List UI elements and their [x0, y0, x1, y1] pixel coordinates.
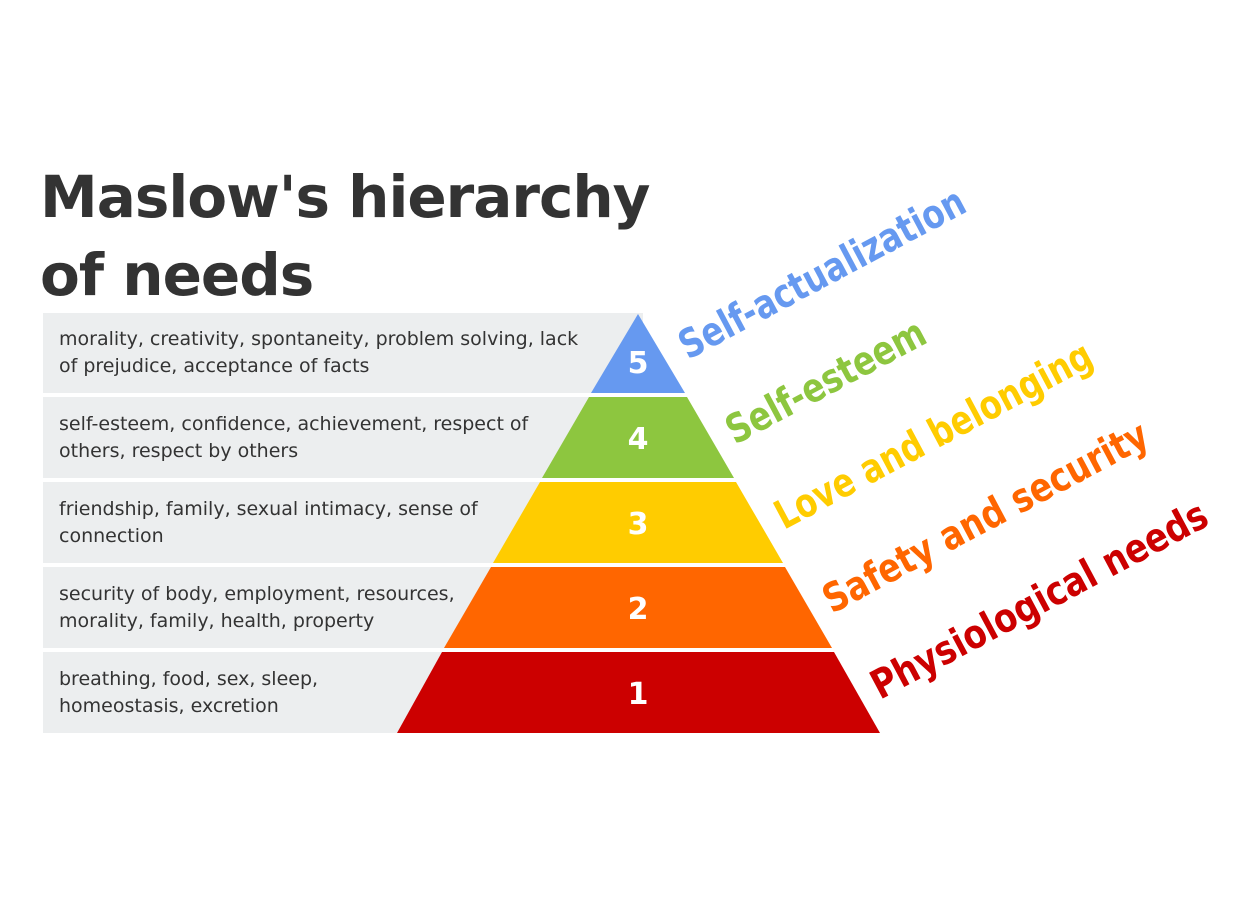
band-level-3: friendship, family, sexual intimacy, sen…: [43, 482, 553, 563]
band-level-3-line-2: connection: [59, 524, 164, 547]
band-level-2-line-1: security of body, employment, resources,: [59, 582, 455, 605]
band-level-1: breathing, food, sex, sleep, homeostasis…: [43, 652, 453, 733]
pyramid-tier-3: [493, 482, 783, 563]
page-title: Maslow's hierarchy of needs: [40, 158, 650, 314]
band-level-5-line-2: of prejudice, acceptance of facts: [59, 355, 370, 377]
band-level-1-text: breathing, food, sex, sleep, homeostasis…: [59, 666, 318, 720]
pyramid-tier-4: [542, 397, 734, 478]
tier-2-number: 2: [628, 592, 649, 627]
pyramid-tier-5: [591, 314, 685, 393]
pyramid-tier-1: [397, 652, 880, 733]
band-level-2: security of body, employment, resources,…: [43, 567, 503, 648]
band-level-4-line-2: others, respect by others: [59, 439, 299, 462]
band-level-2-text: security of body, employment, resources,…: [59, 581, 455, 635]
band-level-1-line-2: homeostasis, excretion: [59, 694, 279, 717]
title-line-2: of needs: [40, 241, 314, 309]
tier-1-number: 1: [628, 677, 649, 712]
tier-3-number: 3: [628, 507, 649, 542]
pyramid-tier-2: [444, 567, 832, 648]
band-level-3-text: friendship, family, sexual intimacy, sen…: [59, 496, 478, 550]
title-line-1: Maslow's hierarchy: [40, 163, 650, 231]
tier-1-name: Physiological needs: [863, 492, 1216, 709]
tier-4-number: 4: [628, 422, 649, 457]
band-level-4-line-1: self-esteem, confidence, achievement, re…: [59, 412, 529, 435]
band-level-4-text: self-esteem, confidence, achievement, re…: [59, 411, 528, 465]
band-level-5-text: morality, creativity, spontaneity, probl…: [59, 326, 578, 380]
band-level-3-line-1: friendship, family, sexual intimacy, sen…: [59, 497, 478, 520]
band-level-5: morality, creativity, spontaneity, probl…: [43, 313, 643, 393]
band-level-2-line-2: morality, family, health, property: [59, 609, 375, 632]
tier-5-number: 5: [628, 346, 649, 381]
band-level-1-line-1: breathing, food, sex, sleep,: [59, 667, 319, 690]
band-level-5-line-1: morality, creativity, spontaneity, probl…: [59, 328, 579, 350]
band-level-4: self-esteem, confidence, achievement, re…: [43, 397, 603, 478]
